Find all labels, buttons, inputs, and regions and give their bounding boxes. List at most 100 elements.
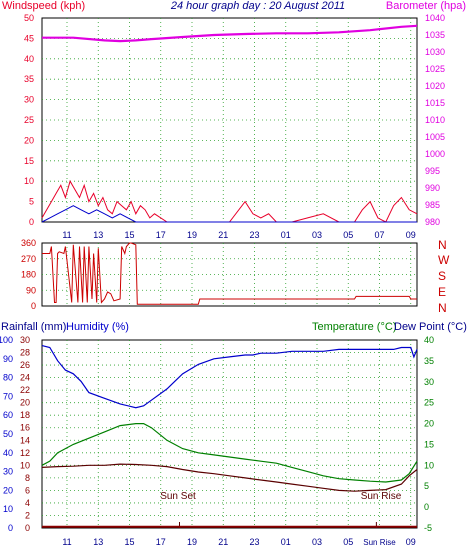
time-tick-label: 01 [281, 230, 291, 240]
humidity-time-tick-labels: 11 13 15 17 19 21 23 01 03 05 Sun Rise 09 [62, 537, 415, 547]
rainfall-tick-label: 22 [20, 385, 30, 395]
wind-direction-panel: 0 90 180 270 360 N W S E N [21, 238, 450, 315]
barometer-tick-label: 1010 [425, 115, 445, 125]
time-tick-label: 11 [62, 230, 71, 240]
rainfall-tick-label: 2 [25, 510, 30, 520]
wind-time-tick-labels: 11 13 15 17 19 21 23 01 03 05 07 09 [62, 230, 415, 240]
windspeed-tick-label: 0 [29, 217, 34, 227]
rainfall-tick-label: 30 [20, 335, 30, 345]
barometer-tick-label: 990 [425, 183, 440, 193]
rainfall-tick-label: 24 [20, 373, 30, 383]
wind-average-line [41, 205, 417, 223]
time-tick-label: 17 [156, 230, 166, 240]
humidity-tick-label: 30 [3, 467, 13, 477]
humidity-tick-label: 50 [3, 429, 13, 439]
rainfall-tick-label: 4 [25, 498, 30, 508]
barometer-tick-label: 985 [425, 200, 440, 210]
windspeed-tick-label: 30 [24, 95, 34, 105]
barometer-tick-label: 1035 [425, 30, 445, 40]
time-tick-label: 13 [93, 537, 103, 547]
rainfall-tick-label: 18 [20, 410, 30, 420]
rainfall-tick-label: 20 [20, 398, 30, 408]
temperature-tick-label: 0 [424, 502, 429, 512]
direction-tick-label: 90 [26, 285, 36, 295]
wind-direction-grid [42, 243, 417, 306]
windspeed-tick-label: 15 [24, 156, 34, 166]
rainfall-tick-label: 14 [20, 435, 30, 445]
humidity-tick-label: 60 [3, 410, 13, 420]
temperature-tick-label: 40 [424, 335, 434, 345]
windspeed-axis-title: Windspeed (kph) [2, 0, 85, 12]
temperature-tick-label: 5 [424, 481, 429, 491]
time-tick-label: 05 [343, 230, 353, 240]
barometer-line [42, 24, 418, 43]
windspeed-tick-label: 5 [29, 197, 34, 207]
windspeed-tick-label: 40 [24, 54, 34, 64]
temperature-line [41, 423, 418, 483]
rainfall-tick-label: 26 [20, 360, 30, 370]
time-tick-label: 23 [249, 230, 259, 240]
temperature-tick-label: 15 [424, 439, 434, 449]
temperature-tick-label: 35 [424, 356, 434, 366]
barometer-tick-label: 1040 [425, 13, 445, 23]
wind-barometer-grid [42, 18, 417, 222]
temperature-tick-label: 10 [424, 460, 434, 470]
time-tick-label: 11 [62, 537, 71, 547]
windspeed-tick-label: 25 [24, 115, 34, 125]
humidity-tick-label: 70 [3, 391, 13, 401]
time-tick-label: 15 [124, 230, 134, 240]
direction-tick-label: 180 [21, 270, 36, 280]
time-tick-label: 09 [406, 537, 416, 547]
time-tick-label: 19 [187, 537, 197, 547]
time-tick-label: 01 [281, 537, 291, 547]
humidity-tick-label: 0 [8, 523, 13, 533]
wind-gust-line [41, 179, 418, 223]
compass-labels: N W S E N [438, 238, 450, 315]
compass-label: E [438, 285, 446, 299]
humidity-tick-label: 80 [3, 373, 13, 383]
windspeed-tick-labels: 0 5 10 15 20 25 30 35 40 45 50 [24, 13, 34, 227]
barometer-axis-title: Barometer (hpa) [386, 0, 466, 12]
humidity-tick-label: 90 [3, 354, 13, 364]
barometer-tick-label: 1030 [425, 47, 445, 57]
direction-tick-label: 360 [21, 238, 36, 248]
humidity-temperature-series [41, 345, 418, 528]
dewpoint-line [41, 463, 418, 492]
time-tick-label: 03 [312, 230, 322, 240]
windspeed-tick-label: 50 [24, 13, 34, 23]
windspeed-tick-label: 45 [24, 33, 34, 43]
time-tick-label: 19 [187, 230, 197, 240]
direction-tick-label: 270 [21, 254, 36, 264]
rainfall-tick-label: 6 [25, 485, 30, 495]
rainfall-tick-label: 12 [20, 448, 30, 458]
barometer-tick-label: 980 [425, 217, 440, 227]
windspeed-tick-label: 10 [24, 176, 34, 186]
barometer-tick-label: 1025 [425, 64, 445, 74]
direction-tick-label: 0 [31, 301, 36, 311]
temperature-tick-label: 25 [424, 398, 434, 408]
barometer-tick-label: 995 [425, 166, 440, 176]
wind-direction-line [42, 242, 417, 305]
time-tick-label: 09 [406, 230, 416, 240]
humidity-tick-label: 20 [3, 485, 13, 495]
barometer-tick-label: 1005 [425, 132, 445, 142]
time-tick-label: 03 [312, 537, 322, 547]
time-tick-label: 05 [343, 537, 353, 547]
direction-tick-labels: 0 90 180 270 360 [21, 238, 36, 311]
compass-label: N [438, 301, 447, 315]
humidity-temperature-frame [41, 339, 418, 529]
rainfall-tick-label: 28 [20, 348, 30, 358]
time-tick-label: 21 [218, 537, 228, 547]
time-tick-label: Sun Rise [363, 538, 396, 547]
time-tick-label: 15 [124, 537, 134, 547]
temperature-tick-label: 30 [424, 377, 434, 387]
compass-label: W [438, 253, 450, 267]
rainfall-tick-label: 0 [25, 523, 30, 533]
barometer-tick-label: 1020 [425, 81, 445, 91]
humidity-axis-title: Humidity (%) [66, 321, 129, 333]
time-tick-label: 23 [249, 537, 259, 547]
humidity-tick-label: 100 [0, 335, 13, 345]
